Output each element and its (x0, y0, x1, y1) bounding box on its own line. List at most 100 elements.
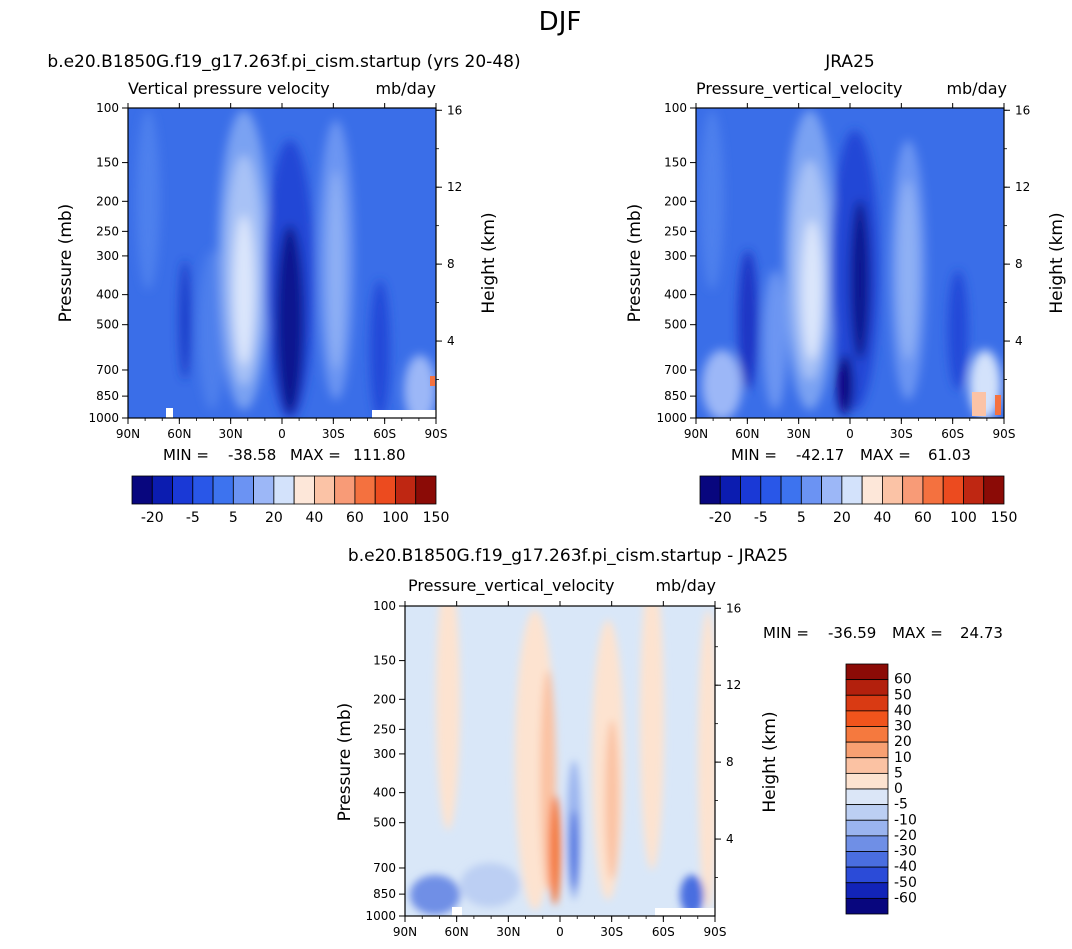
colorbar-swatch (902, 475, 924, 505)
y-tick-label: 500 (96, 318, 119, 332)
y-tick-label: 700 (664, 363, 687, 377)
panel-difference-field (405, 606, 715, 916)
x-tick-label: 90S (993, 427, 1016, 441)
colorbar-swatch (172, 475, 194, 505)
x-tick-label: 0 (846, 427, 854, 441)
missing-data (372, 410, 436, 418)
panel-model-units: mb/day (375, 79, 436, 98)
colorbar-label: 20 (833, 510, 851, 526)
colorbar-label: 20 (265, 510, 283, 526)
colorbar-label: 40 (305, 510, 323, 526)
x-tick-label: 60N (445, 925, 469, 939)
y2-tick-label: 12 (1015, 180, 1030, 194)
colorbar-swatch (740, 475, 762, 505)
field-blob (460, 863, 520, 907)
x-tick-label: 90N (116, 427, 140, 441)
colorbar-swatch (845, 694, 889, 712)
x-tick-label: 60S (373, 427, 396, 441)
colorbar-label: -50 (894, 875, 917, 891)
panel-reanalysis-variable: Pressure_vertical_velocity (696, 79, 903, 99)
colorbar-swatch (845, 882, 889, 899)
colorbar-swatch (334, 475, 356, 505)
y-tick-label: 150 (664, 156, 687, 170)
y-tick-label: 700 (96, 363, 119, 377)
figure-title: DJF (539, 7, 582, 37)
missing-data (655, 908, 715, 916)
colorbar-label: -5 (186, 510, 200, 526)
panel-model-max-label: MAX = (290, 446, 341, 464)
panel-model-y2label: Height (km) (479, 212, 499, 313)
colorbar-swatch (845, 710, 889, 727)
colorbar-label: 0 (894, 781, 903, 797)
panel-difference-units: mb/day (655, 576, 716, 595)
y-tick-label: 400 (96, 288, 119, 302)
colorbar-label: 30 (894, 719, 912, 735)
y-tick-label: 200 (373, 692, 396, 706)
y2-tick-label: 4 (1015, 334, 1023, 348)
field-blob (410, 875, 460, 915)
panel-reanalysis-max-label: MAX = (860, 446, 911, 464)
y-tick-label: 200 (664, 194, 687, 208)
panel-reanalysis-field (696, 108, 1004, 418)
colorbar-label: 60 (894, 672, 912, 688)
colorbar-swatch (845, 741, 889, 759)
field-blob (549, 795, 561, 905)
colorbar-label: 60 (914, 510, 932, 526)
colorbar-swatch (415, 475, 437, 505)
colorbar-swatch (192, 475, 214, 505)
y-tick-label: 150 (373, 654, 396, 668)
colorbar-swatch (963, 475, 985, 505)
y-tick-label: 100 (664, 101, 687, 115)
colorbar-swatch (841, 475, 863, 505)
panel-difference-min-value: -36.59 (828, 624, 876, 642)
colorbar-swatch (845, 757, 889, 774)
panel-model-min-label: MIN = (163, 446, 209, 464)
colorbar-label: 20 (894, 734, 912, 750)
missing-data (166, 408, 173, 418)
y-tick-label: 400 (664, 288, 687, 302)
colorbar-label: 40 (873, 510, 891, 526)
x-tick-label: 0 (556, 925, 564, 939)
colorbar-label: 40 (894, 703, 912, 719)
y2-tick-label: 16 (1015, 103, 1030, 117)
panel-model: b.e20.B1850G.f19_g17.263f.pi_cism.startu… (47, 52, 520, 526)
colorbar-label: -30 (894, 844, 917, 860)
colorbar-swatch (845, 851, 889, 868)
colorbar-swatch (374, 475, 396, 505)
y2-tick-label: 4 (726, 832, 734, 846)
colorbar-swatch (293, 475, 315, 505)
colorbar-swatch (313, 475, 336, 505)
y-tick-label: 100 (96, 101, 119, 115)
panel-model-title: b.e20.B1850G.f19_g17.263f.pi_cism.startu… (47, 52, 520, 72)
colorbar-swatch (273, 475, 295, 505)
colorbar-swatch (800, 475, 822, 505)
colorbar-swatch (845, 772, 889, 790)
x-tick-label: 30N (219, 427, 243, 441)
y2-tick-label: 8 (447, 257, 455, 271)
panel-reanalysis: JRA25 Pressure_vertical_velocity mb/day (625, 52, 1067, 526)
panel-reanalysis-units: mb/day (946, 79, 1007, 98)
colorbar-label: 50 (894, 687, 912, 703)
panel-difference-min-label: MIN = (763, 624, 809, 642)
x-tick-label: 90N (393, 925, 417, 939)
x-tick-label: 30N (496, 925, 520, 939)
x-tick-label: 60N (167, 427, 191, 441)
colorbar-swatch (845, 866, 889, 884)
panel-reanalysis-min-value: -42.17 (796, 446, 844, 464)
y-tick-label: 500 (373, 816, 396, 830)
colorbar-label: -60 (894, 890, 917, 906)
panel-difference-y2label: Height (km) (760, 711, 780, 812)
colorbar-swatch (212, 475, 234, 505)
y-tick-label: 1000 (365, 909, 396, 923)
y2-tick-label: 4 (447, 334, 455, 348)
panel-reanalysis-min-label: MIN = (731, 446, 777, 464)
field-patch (430, 376, 435, 386)
field-blob (698, 610, 715, 910)
colorbar-swatch (354, 475, 376, 505)
y-tick-label: 850 (373, 887, 396, 901)
colorbar-label: 5 (229, 510, 238, 526)
x-tick-label: 60S (652, 925, 675, 939)
colorbar-swatch (845, 663, 889, 681)
panel-difference-axes: 90N 60N 30N 0 30S 60S 90S 100 150 200 250 300 400 500… (365, 599, 741, 939)
